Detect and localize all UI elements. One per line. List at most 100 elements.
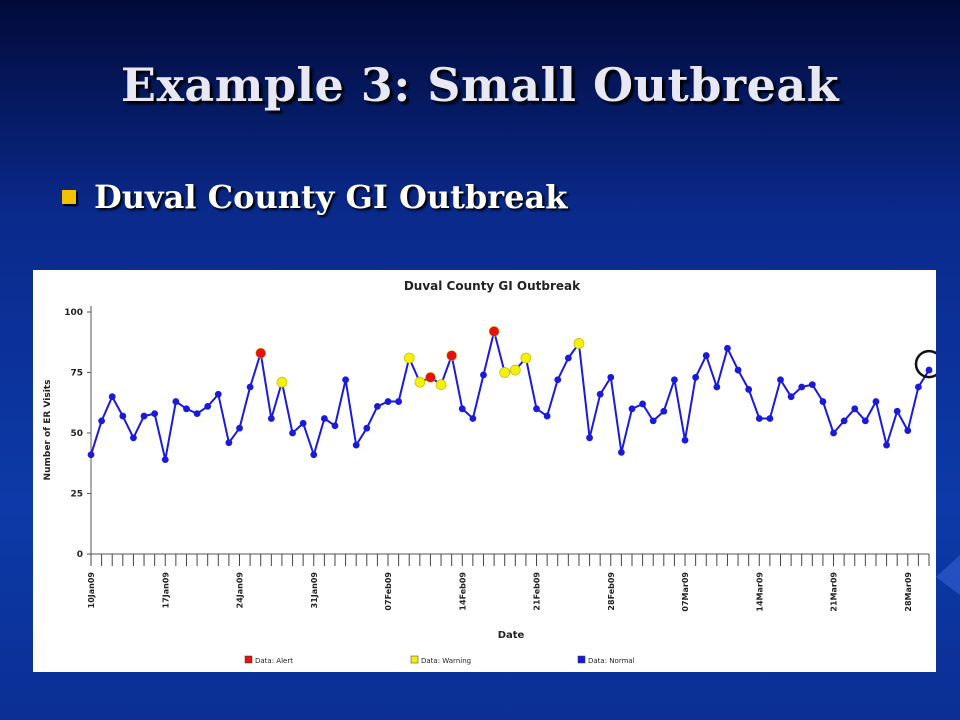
legend-label: Data: Normal [588,657,635,665]
data-point-normal [702,352,710,359]
x-axis-label: Date [498,630,525,641]
data-point-normal [236,424,243,432]
data-point-normal [543,412,551,420]
data-point-normal [755,415,763,422]
data-point-normal [586,434,593,442]
data-point-normal [607,373,615,381]
data-point-normal [617,448,625,456]
y-tick-label: 75 [70,369,83,379]
y-tick-label: 25 [70,490,83,500]
bullet-square-icon [62,190,76,204]
data-point-warning [499,367,511,378]
line-chart: Duval County GI Outbreak Number of ER Vi… [43,279,936,665]
data-point-normal [798,383,806,391]
data-point-normal [246,383,254,391]
bullet-item: Duval County GI Outbreak [62,178,567,216]
data-point-normal [819,398,827,405]
x-tick-label: 14Feb09 [458,572,467,611]
data-point-normal [342,376,349,384]
data-point-normal [649,417,657,425]
data-point-normal [289,429,296,437]
data-point-normal [745,386,753,393]
data-point-normal [161,456,169,464]
x-tick-label: 07Feb09 [384,572,393,611]
data-point-normal [480,371,487,379]
data-point-normal [713,383,721,391]
data-point-normal [671,376,678,384]
data-point-alert [255,347,266,359]
data-point-normal [554,376,562,384]
y-axis-label: Number of ER Visits [43,380,53,481]
slide-title: Example 3: Small Outbreak [120,58,840,112]
x-tick-label: 31Jan09 [310,572,319,609]
data-point-normal [564,354,572,362]
highlight-circle [914,349,936,379]
data-point-warning [414,376,426,388]
data-point-normal [193,410,201,418]
data-point-normal [830,429,837,437]
legend-label: Data: Warning [421,657,471,665]
data-point-normal [151,410,159,418]
data-point-normal [914,383,922,391]
bullet-text: Duval County GI Outbreak [94,178,568,216]
data-point-normal [299,419,307,427]
data-point-normal [172,398,180,405]
legend-item-normal: Data: Normal [577,655,635,665]
data-point-normal [872,398,880,405]
data-point-normal [883,441,890,449]
data-point-normal [628,405,636,413]
data-point-normal [363,424,371,432]
data-point-normal [204,402,212,410]
y-tick-label: 50 [70,429,83,439]
x-tick-label: 17Jan09 [161,572,170,609]
legend-item-alert: Data: Alert [244,655,293,665]
legend-swatch [410,655,419,664]
data-point-normal [119,412,127,420]
data-point-normal [108,393,116,401]
data-point-normal [395,398,403,405]
data-point-normal [893,407,901,415]
data-point-alert [446,350,457,361]
data-point-alert [488,326,500,337]
data-point-normal [724,344,731,352]
x-tick-label: 24Jan09 [236,572,245,609]
chart-title: Duval County GI Outbreak [404,279,581,293]
data-point-normal [458,405,466,413]
data-point-normal [87,451,95,459]
data-point-warning [276,376,288,388]
data-point-warning [509,364,521,376]
data-point-alert [425,372,436,383]
data-point-normal [98,417,106,425]
data-point-normal [320,415,328,422]
x-tick-label: 28Mar09 [904,572,913,612]
legend-swatch [577,655,586,664]
legend-label: Data: Alert [255,657,293,665]
data-point-normal [183,405,190,413]
data-point-normal [777,376,784,384]
x-tick-label: 21Mar09 [830,572,839,612]
data-point-normal [140,412,148,420]
chart-panel: Duval County GI Outbreak Number of ER Vi… [33,270,936,672]
data-point-normal [692,373,700,381]
data-point-normal [214,390,222,398]
data-point-normal [925,366,933,374]
data-point-normal [596,390,604,398]
data-point-normal [384,398,392,405]
data-point-normal [352,441,360,449]
y-tick-label: 100 [64,308,83,318]
data-point-normal [660,407,668,415]
data-point-normal [861,417,869,425]
data-point-normal [469,415,477,422]
data-point-warning [435,379,447,390]
x-tick-label: 10Jan09 [87,572,96,609]
data-point-normal [533,405,540,413]
data-point-normal [766,415,774,422]
data-point-normal [808,381,816,388]
slide-edge-decoration [936,555,960,595]
legend-item-warning: Data: Warning [410,655,471,665]
legend-swatch [244,655,253,664]
data-point-warning [573,338,585,349]
x-tick-label: 21Feb09 [533,572,542,611]
data-point-normal [130,434,137,442]
x-tick-label: 07Mar09 [681,572,690,612]
